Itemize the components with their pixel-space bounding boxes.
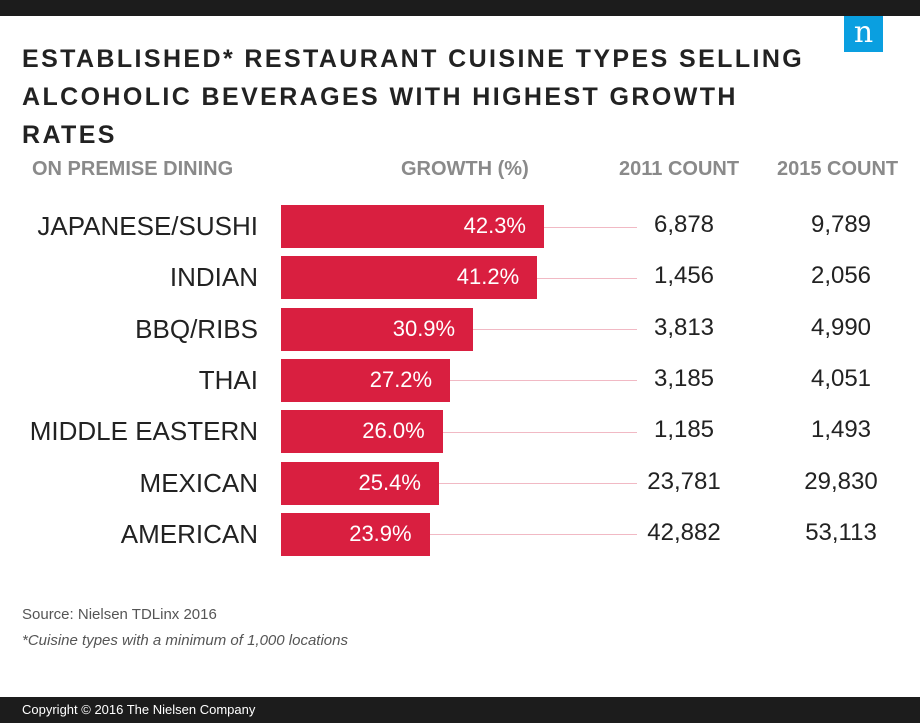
count-2011-value: 23,781 <box>647 467 721 495</box>
category-label: MIDDLE EASTERN <box>29 416 258 447</box>
count-2015-value: 4,990 <box>810 313 872 341</box>
footer-bar: Copyright © 2016 The Nielsen Company <box>0 697 920 723</box>
leader-line <box>544 226 637 228</box>
growth-bar <box>281 307 474 351</box>
growth-bar <box>281 358 451 402</box>
leader-line <box>429 534 637 536</box>
category-label: AMERICAN <box>120 518 258 549</box>
growth-bar <box>281 461 439 505</box>
source-note: Source: Nielsen TDLinx 2016 <box>22 606 217 623</box>
category-label: JAPANESE/SUSHI <box>37 211 258 241</box>
header-growth: GROWTH (%) <box>401 158 529 180</box>
category-label: INDIAN <box>169 262 258 293</box>
count-2015-value: 53,113 <box>805 518 877 546</box>
growth-bar <box>281 410 443 454</box>
count-2011-value: 42,882 <box>647 518 721 546</box>
growth-value-label: 30.9% <box>392 315 456 341</box>
growth-value-label: 23.9% <box>349 520 412 546</box>
count-2015-value: 9,789 <box>810 211 872 238</box>
title-line-1: ESTABLISHED* RESTAURANT CUISINE TYPES SE… <box>22 45 805 73</box>
growth-bar <box>281 205 544 248</box>
growth-value-label: 26.0% <box>362 418 425 444</box>
footnote: *Cuisine types with a minimum of 1,000 l… <box>22 632 348 649</box>
count-2011-value: 1,456 <box>653 262 715 290</box>
nielsen-logo: n <box>844 16 883 52</box>
header-count-2011: 2011 COUNT <box>619 158 740 180</box>
growth-bar <box>281 256 538 300</box>
count-2015-value: 4,051 <box>810 364 872 392</box>
count-2011-value: 1,185 <box>653 416 715 444</box>
copyright-text: Copyright © 2016 The Nielsen Company <box>22 702 256 717</box>
title-line-2: ALCOHOLIC BEVERAGES WITH HIGHEST GROWTH … <box>22 83 738 149</box>
count-2015-value: 29,830 <box>804 467 878 495</box>
count-2015-value: 2,056 <box>810 262 872 290</box>
count-2011-value: 3,185 <box>653 364 715 392</box>
growth-value-label: 41.2% <box>456 264 520 290</box>
leader-line <box>473 329 637 331</box>
category-label: BBQ/RIBS <box>135 313 258 344</box>
growth-value-label: 25.4% <box>358 469 421 495</box>
count-2015-value: 1,493 <box>810 416 872 444</box>
chart-title: ESTABLISHED* RESTAURANT CUISINE TYPES SE… <box>22 40 822 154</box>
category-label: THAI <box>198 364 258 395</box>
header-category: ON PREMISE DINING <box>32 158 234 180</box>
count-2011-value: 3,813 <box>653 313 715 341</box>
leader-line <box>537 277 637 279</box>
category-label: MEXICAN <box>139 467 258 498</box>
count-2011-value: 6,878 <box>653 211 715 238</box>
top-bar <box>0 0 920 16</box>
growth-bar <box>281 512 430 556</box>
leader-line <box>450 380 637 382</box>
growth-value-label: 27.2% <box>369 366 433 392</box>
growth-value-label: 42.3% <box>463 213 526 238</box>
leader-line <box>438 483 637 484</box>
leader-line <box>442 431 637 433</box>
header-count-2015: 2015 COUNT <box>777 158 899 180</box>
